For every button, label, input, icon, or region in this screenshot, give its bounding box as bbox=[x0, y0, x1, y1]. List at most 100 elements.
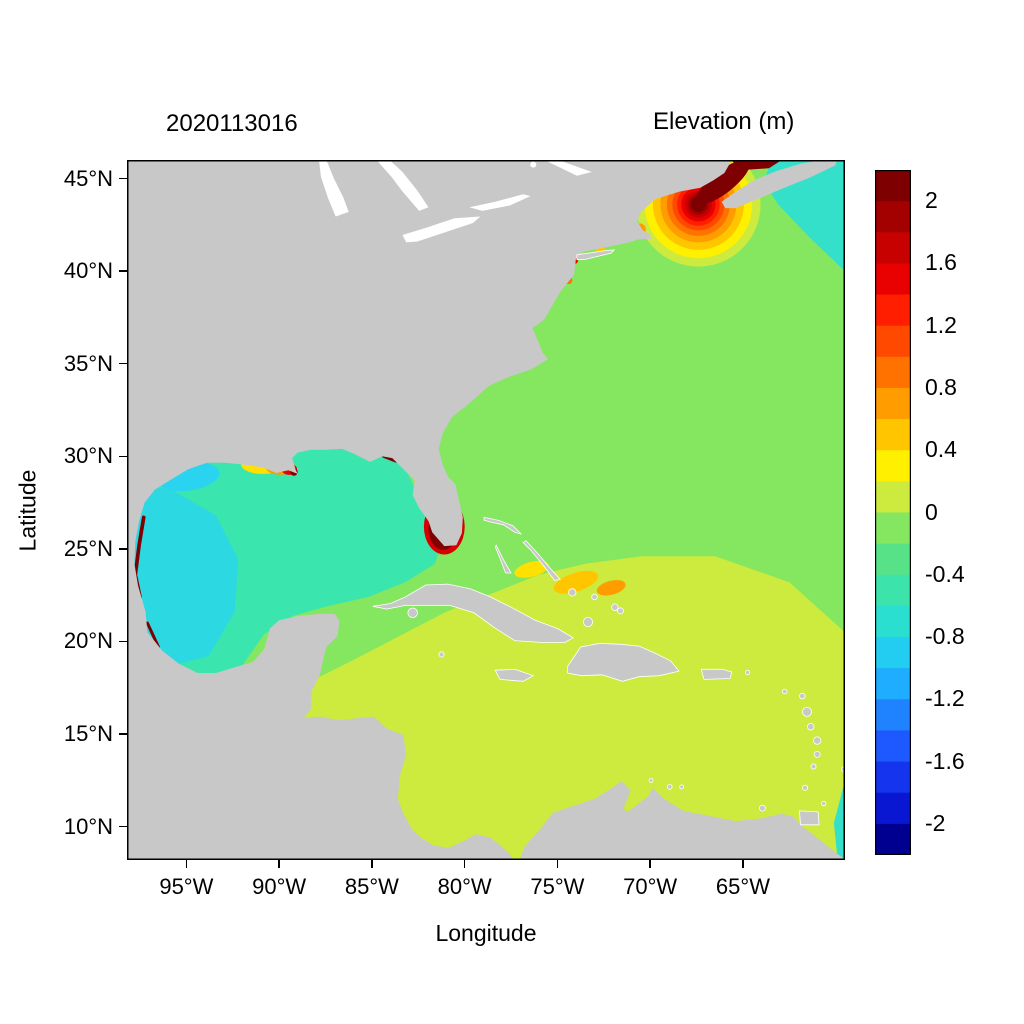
island-aruba bbox=[648, 778, 654, 783]
colorbar-segment bbox=[875, 263, 911, 296]
bahama-channel-high-spot bbox=[596, 580, 626, 596]
plot-border bbox=[127, 160, 845, 860]
colorbar-segment bbox=[875, 201, 911, 233]
x-tick-mark bbox=[649, 860, 651, 868]
island-st-kitts bbox=[781, 688, 788, 695]
bahama-channel-high-spot bbox=[514, 560, 549, 578]
colorbar-segment bbox=[875, 294, 911, 327]
colorbar-segment bbox=[875, 699, 911, 732]
island-isle-of-youth bbox=[407, 607, 418, 619]
colorbar-segment bbox=[875, 543, 911, 576]
island-caicos bbox=[611, 603, 619, 611]
land-north-america bbox=[127, 160, 732, 860]
x-tick-label: 65°W bbox=[715, 874, 770, 899]
island-guadeloupe bbox=[802, 707, 812, 717]
x-tick-label: 70°W bbox=[623, 874, 678, 899]
island-dominica bbox=[807, 723, 815, 731]
y-tick-label: 40°N bbox=[63, 258, 113, 284]
lake-erie bbox=[402, 216, 481, 243]
island-crooked-acklins bbox=[568, 588, 577, 597]
colorbar-label: 2 bbox=[925, 187, 938, 214]
x-tick-label: 85°W bbox=[344, 874, 399, 899]
island-turks bbox=[617, 607, 624, 615]
island-virgin-islands bbox=[744, 669, 751, 676]
bahama-channel-high-spot bbox=[553, 570, 599, 594]
colorbar-segment bbox=[875, 637, 911, 669]
map-plot-area bbox=[127, 160, 845, 860]
colorbar-segment bbox=[875, 792, 911, 825]
island-grenada bbox=[802, 784, 809, 791]
ottawa-river-dot bbox=[530, 161, 537, 168]
land-nova-scotia bbox=[721, 160, 838, 209]
island-great-inagua bbox=[582, 616, 593, 627]
island-andros bbox=[494, 544, 512, 574]
gulf-of-st-lawrence-surge-strip bbox=[731, 160, 782, 171]
y-tick-label: 10°N bbox=[63, 813, 113, 839]
y-tick-label: 30°N bbox=[63, 443, 113, 469]
colorbar-scale bbox=[875, 170, 911, 855]
colorbar bbox=[875, 170, 911, 855]
lake-ontario bbox=[469, 194, 531, 211]
y-tick-label: 20°N bbox=[63, 628, 113, 654]
colorbar-label: -1.6 bbox=[925, 747, 965, 774]
colorbar-segment bbox=[875, 232, 911, 265]
x-tick-label: 95°W bbox=[159, 874, 214, 899]
y-tick-mark bbox=[119, 455, 127, 458]
x-tick-mark bbox=[463, 860, 466, 868]
land-south-america bbox=[519, 781, 845, 860]
colorbar-segment bbox=[875, 605, 911, 638]
x-tick-mark bbox=[371, 860, 373, 868]
y-tick-label: 35°N bbox=[63, 350, 113, 376]
island-st-lucia bbox=[813, 751, 821, 758]
coastal-high-band-veracruz bbox=[145, 621, 160, 649]
colorbar-segment bbox=[875, 419, 911, 451]
colorbar-label: -0.4 bbox=[925, 560, 965, 587]
colorbar-label: 1.2 bbox=[925, 311, 957, 338]
colorbar-segment bbox=[875, 761, 911, 794]
island-st-vincent bbox=[810, 763, 817, 770]
y-tick-label: 45°N bbox=[63, 165, 113, 191]
colorbar-segment bbox=[875, 356, 911, 389]
island-bonaire bbox=[679, 784, 685, 790]
x-tick-mark bbox=[278, 860, 280, 868]
colorbar-label: 0 bbox=[925, 498, 938, 525]
colorbar-label: -0.8 bbox=[925, 623, 965, 650]
island-tobago bbox=[821, 800, 827, 807]
colorbar-border bbox=[875, 170, 911, 855]
x-tick-label: 75°W bbox=[530, 874, 585, 899]
x-axis-title: Longitude bbox=[435, 920, 537, 946]
island-cuba bbox=[372, 583, 575, 643]
colorbar-segment bbox=[875, 481, 911, 514]
y-tick-label: 25°N bbox=[63, 535, 113, 561]
y-tick-mark bbox=[119, 362, 127, 365]
island-curacao bbox=[666, 784, 673, 790]
timestamp-title: 2020113016 bbox=[166, 110, 298, 137]
elevation-contour-map bbox=[127, 160, 845, 860]
colorbar-segment bbox=[875, 823, 911, 855]
x-tick-mark bbox=[185, 860, 188, 868]
colorbar-segment bbox=[875, 387, 911, 420]
lake-michigan bbox=[319, 160, 349, 217]
island-grand-cayman bbox=[438, 651, 445, 658]
land-long-island bbox=[576, 249, 615, 260]
island-martinique bbox=[813, 736, 822, 745]
x-tick-mark bbox=[742, 860, 744, 868]
colorbar-label: 1.6 bbox=[925, 249, 957, 276]
y-tick-mark bbox=[119, 733, 127, 735]
colorbar-segment bbox=[875, 512, 911, 545]
x-tick-mark bbox=[556, 860, 559, 868]
lake-huron bbox=[376, 160, 429, 211]
island-jamaica bbox=[494, 668, 535, 682]
x-tick-label: 80°W bbox=[437, 874, 492, 899]
y-tick-label: 15°N bbox=[63, 721, 113, 747]
colorbar-label: 0.4 bbox=[925, 436, 957, 463]
x-tick-label: 90°W bbox=[252, 874, 307, 899]
colorbar-segment bbox=[875, 450, 911, 482]
colorbar-segment bbox=[875, 170, 911, 202]
colorbar-label: 0.8 bbox=[925, 373, 957, 400]
colorbar-label: -1.2 bbox=[925, 685, 965, 712]
island-margarita bbox=[759, 804, 766, 812]
bay-of-fundy-surge-core bbox=[695, 160, 750, 205]
atlantic-southeast-higher-region bbox=[297, 556, 845, 860]
